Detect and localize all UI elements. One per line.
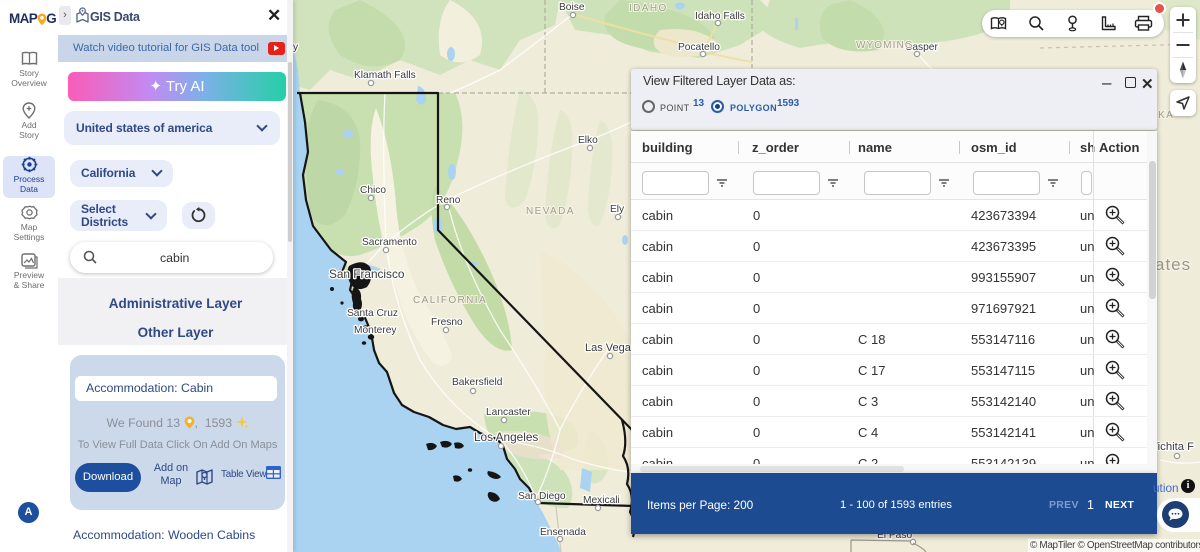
svg-text:Boise: Boise	[559, 2, 585, 13]
svg-text:ates: ates	[1155, 255, 1191, 274]
svg-text:Santa Cruz: Santa Cruz	[347, 308, 398, 319]
svg-text:Bakersfield: Bakersfield	[452, 377, 503, 388]
svg-text:Reno: Reno	[436, 195, 461, 206]
svg-text:Ensenada: Ensenada	[540, 527, 586, 538]
svg-text:Elko: Elko	[578, 135, 598, 146]
svg-text:Monterey: Monterey	[354, 325, 397, 336]
svg-text:y: y	[293, 42, 299, 53]
svg-text:Wichita F: Wichita F	[1147, 441, 1194, 453]
svg-text:Klamath Falls: Klamath Falls	[354, 70, 416, 81]
svg-text:San Francisco: San Francisco	[329, 267, 405, 281]
svg-text:Las Vegas: Las Vegas	[585, 342, 637, 354]
svg-text:Mexicali: Mexicali	[583, 495, 620, 506]
svg-text:CALIFORNIA: CALIFORNIA	[413, 295, 487, 306]
svg-text:Chico: Chico	[360, 185, 386, 196]
svg-text:Lancaster: Lancaster	[486, 407, 531, 418]
svg-text:NEVADA: NEVADA	[526, 206, 575, 217]
svg-text:San Diego: San Diego	[518, 491, 566, 502]
svg-text:Casper: Casper	[905, 42, 938, 53]
svg-text:Sacramento: Sacramento	[362, 237, 417, 248]
svg-text:Los Angeles: Los Angeles	[474, 430, 538, 444]
svg-text:Ely: Ely	[610, 204, 625, 215]
svg-text:WYOMING: WYOMING	[856, 40, 914, 51]
svg-text:Fresno: Fresno	[431, 317, 463, 328]
svg-text:IDAHO: IDAHO	[629, 3, 668, 14]
svg-text:Idaho Falls: Idaho Falls	[695, 11, 745, 22]
svg-text:Pocatello: Pocatello	[678, 42, 720, 53]
